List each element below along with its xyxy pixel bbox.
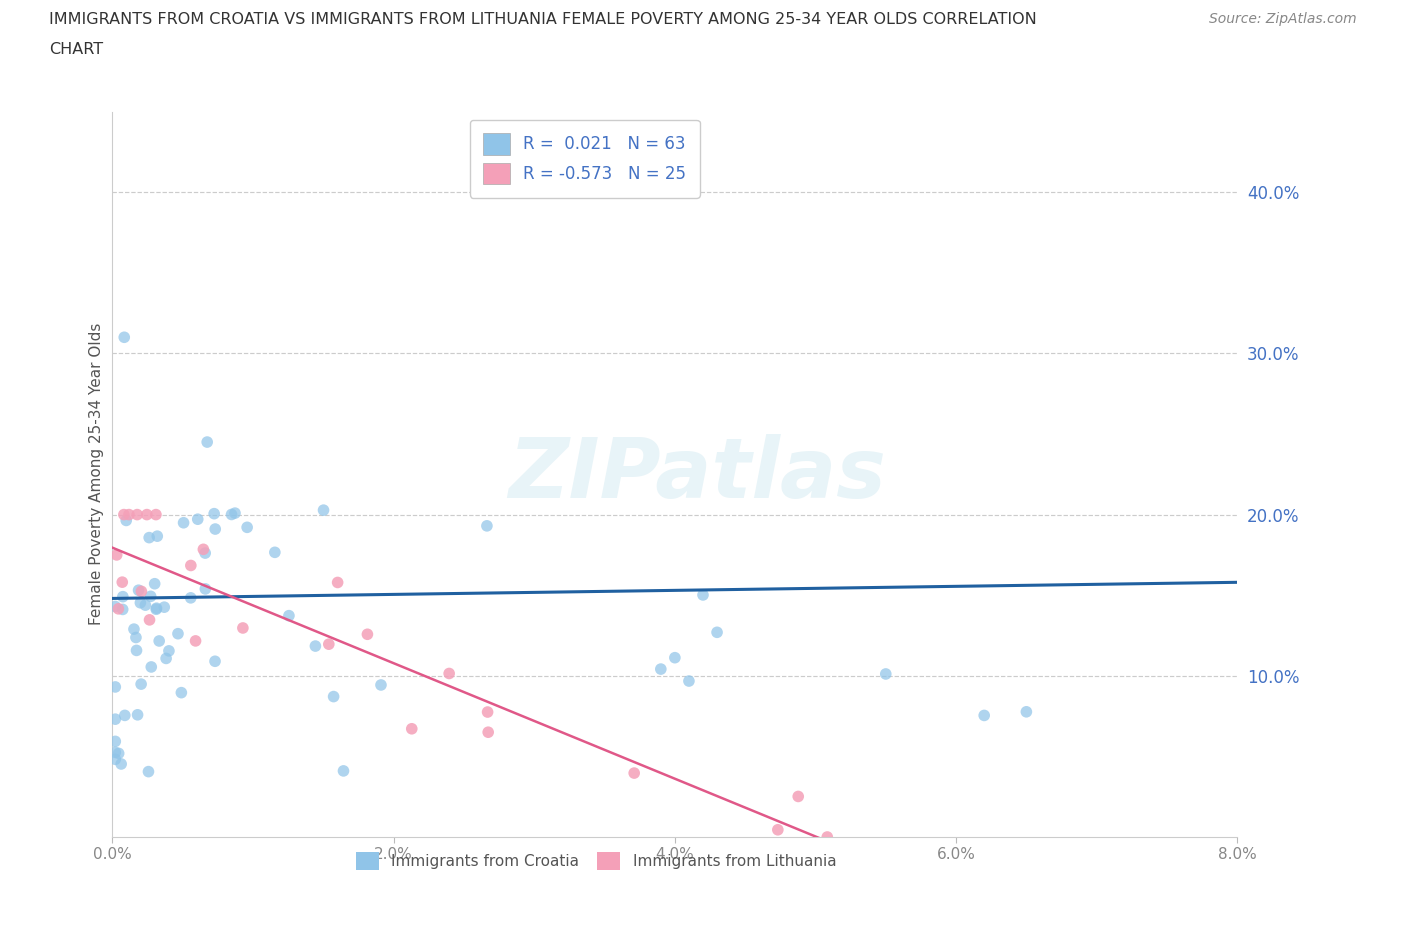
Point (477, 724, 499, 739)
Point (204, 654, 226, 669)
Point (678, 673, 700, 688)
Point (104, 734, 127, 749)
Point (104, 751, 127, 766)
Point (236, 520, 259, 535)
Point (173, 515, 195, 530)
Point (193, 542, 215, 557)
Point (766, 822, 789, 837)
Point (356, 627, 378, 642)
Point (129, 595, 152, 610)
Point (180, 591, 202, 605)
Point (787, 789, 810, 804)
Point (143, 577, 166, 591)
Point (157, 644, 180, 658)
Point (148, 633, 170, 648)
Point (187, 512, 209, 526)
Point (129, 677, 152, 692)
Point (477, 705, 499, 720)
Point (155, 651, 177, 666)
Point (111, 575, 134, 590)
Point (973, 708, 995, 723)
Point (202, 506, 225, 521)
Point (167, 626, 190, 641)
Point (134, 598, 156, 613)
Point (145, 507, 167, 522)
Point (194, 581, 217, 596)
Text: ZIPatlas: ZIPatlas (509, 433, 886, 515)
Legend: Immigrants from Croatia, Immigrants from Lithuania: Immigrants from Croatia, Immigrants from… (350, 845, 842, 876)
Point (112, 330, 135, 345)
Point (475, 518, 498, 533)
Point (706, 625, 728, 640)
Point (104, 711, 127, 726)
Point (332, 764, 354, 778)
Point (114, 708, 136, 723)
Point (107, 602, 129, 617)
Point (170, 685, 193, 700)
Point (145, 602, 167, 617)
Point (112, 507, 135, 522)
Point (138, 764, 160, 779)
Point (104, 599, 127, 614)
Point (322, 689, 344, 704)
Point (204, 522, 226, 537)
Point (107, 746, 129, 761)
Point (118, 507, 141, 522)
Point (370, 678, 392, 693)
Point (153, 600, 176, 615)
Point (437, 666, 460, 681)
Point (146, 529, 169, 544)
Point (1015, 704, 1038, 719)
Point (232, 620, 254, 635)
Point (184, 633, 207, 648)
Point (278, 608, 301, 623)
Point (138, 613, 160, 628)
Point (195, 434, 218, 449)
Point (131, 584, 153, 599)
Text: CHART: CHART (49, 42, 103, 57)
Point (401, 722, 423, 737)
Point (304, 639, 326, 654)
Point (104, 680, 127, 695)
Point (127, 507, 149, 522)
Point (141, 659, 163, 674)
Point (127, 708, 149, 723)
Point (875, 667, 897, 682)
Point (110, 756, 132, 771)
Point (650, 661, 672, 676)
Point (221, 507, 243, 522)
Point (145, 601, 167, 616)
Point (125, 643, 148, 658)
Point (692, 588, 714, 603)
Point (135, 507, 157, 522)
Point (125, 630, 148, 644)
Point (664, 650, 686, 665)
Point (326, 575, 349, 590)
Point (194, 546, 217, 561)
Point (111, 590, 134, 604)
Point (318, 637, 340, 652)
Y-axis label: Female Poverty Among 25-34 Year Olds: Female Poverty Among 25-34 Year Olds (89, 323, 104, 626)
Point (312, 503, 335, 518)
Point (104, 745, 127, 760)
Point (111, 602, 134, 617)
Point (180, 558, 202, 573)
Point (115, 513, 138, 528)
Point (105, 548, 128, 563)
Point (224, 506, 246, 521)
Point (139, 589, 162, 604)
Point (122, 621, 145, 636)
Point (815, 830, 838, 844)
Text: IMMIGRANTS FROM CROATIA VS IMMIGRANTS FROM LITHUANIA FEMALE POVERTY AMONG 25-34 : IMMIGRANTS FROM CROATIA VS IMMIGRANTS FR… (49, 12, 1038, 27)
Point (263, 545, 285, 560)
Point (128, 583, 150, 598)
Point (138, 530, 160, 545)
Text: Source: ZipAtlas.com: Source: ZipAtlas.com (1209, 12, 1357, 26)
Point (623, 765, 645, 780)
